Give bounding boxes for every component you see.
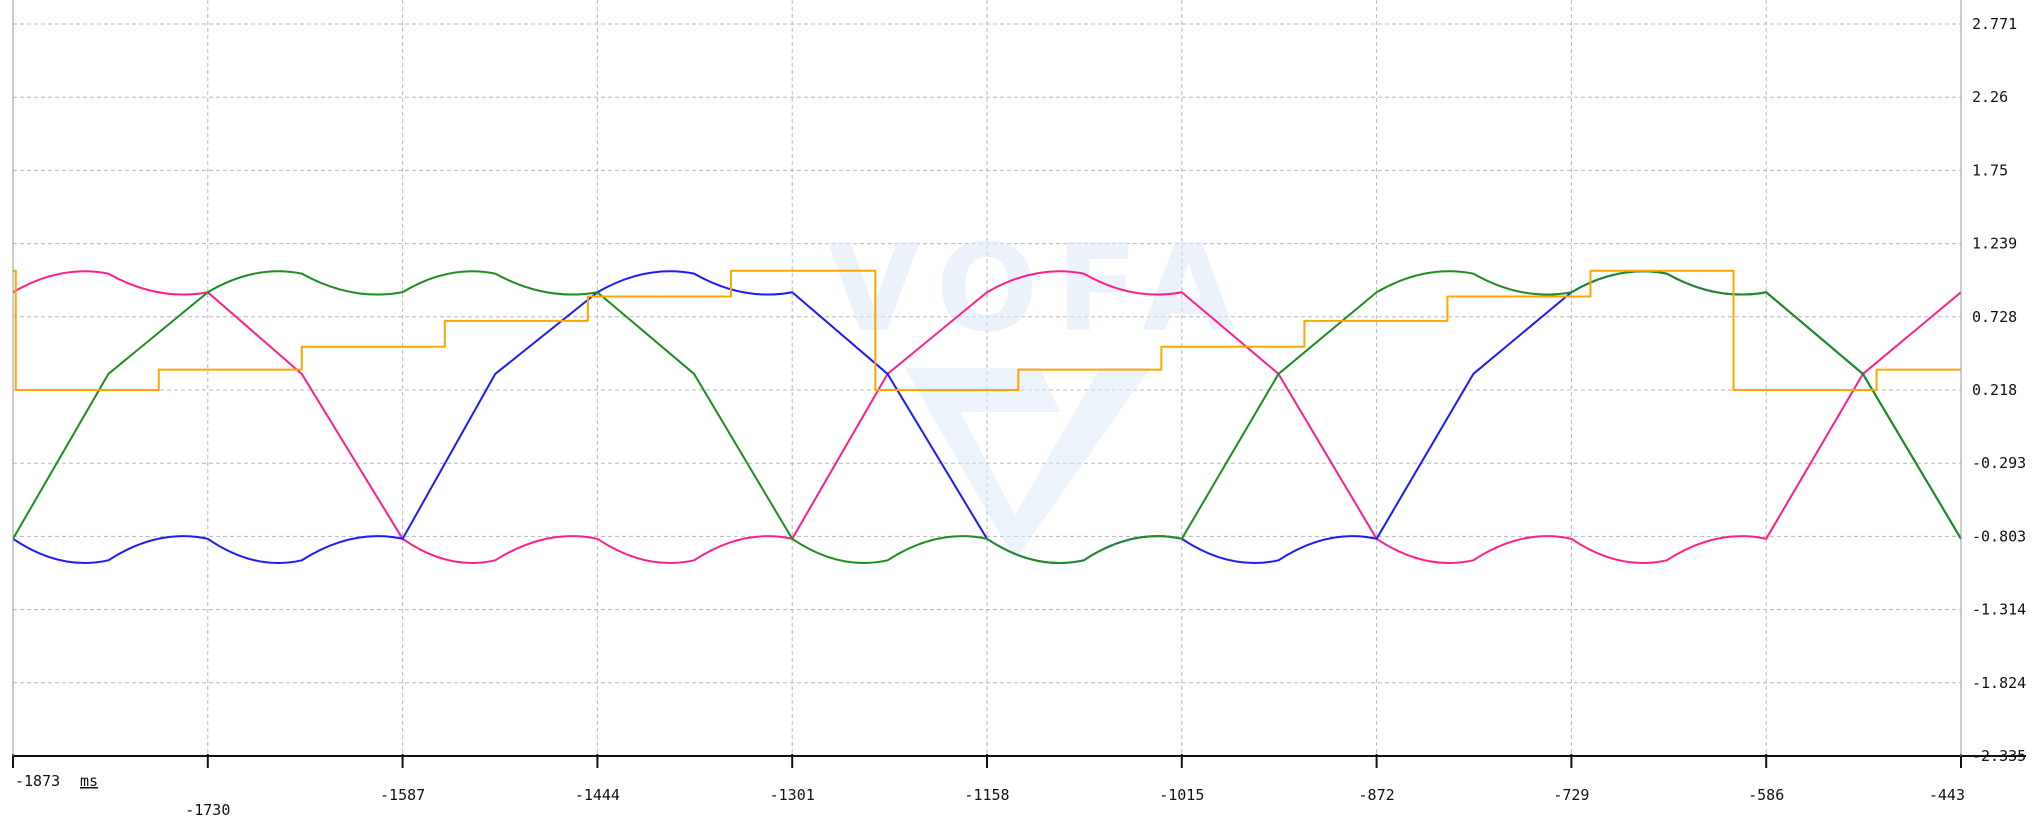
x-tick-label: -1873 (15, 772, 60, 790)
x-tick-label: -1015 (1159, 786, 1204, 804)
y-tick-label: 2.26 (1972, 88, 2008, 106)
x-tick-label: -443 (1929, 786, 1965, 804)
x-tick-label: -729 (1553, 786, 1589, 804)
watermark-text: VOFA (827, 220, 1253, 359)
x-tick-label: -1158 (964, 786, 1009, 804)
y-tick-label: -0.293 (1972, 454, 2026, 472)
watermark-logo (905, 368, 1150, 560)
series-line-1 (12, 270, 1962, 564)
axes (12, 0, 2026, 768)
vofa-watermark: VOFA (827, 220, 1253, 560)
y-tick-label: 0.218 (1972, 381, 2017, 399)
series-line-3 (12, 270, 1962, 564)
x-tick-label: -586 (1748, 786, 1784, 804)
x-tick-label: -1730 (185, 801, 230, 819)
y-tick-label: 2.771 (1972, 15, 2017, 33)
y-tick-label: 0.728 (1972, 308, 2017, 326)
y-tick-label: -0.803 (1972, 527, 2026, 545)
y-tick-label: -1.824 (1972, 674, 2026, 692)
series-line-4 (13, 269, 1961, 391)
y-tick-label: -1.314 (1972, 601, 2026, 619)
y-tick-label: -2.335 (1972, 747, 2026, 765)
x-tick-label: -1444 (575, 786, 620, 804)
y-tick-label: 1.75 (1972, 161, 2008, 179)
tick-labels: 2.771 2.26 1.75 1.239 0.728 0.218 -0.293 -0.803… (15, 15, 2026, 819)
x-tick-label: -1301 (770, 786, 815, 804)
y-tick-label: 1.239 (1972, 235, 2017, 253)
x-tick-label: -1587 (380, 786, 425, 804)
x-unit-label: ms (80, 772, 98, 790)
series-layer (12, 269, 1962, 564)
x-tick-label: -872 (1359, 786, 1395, 804)
